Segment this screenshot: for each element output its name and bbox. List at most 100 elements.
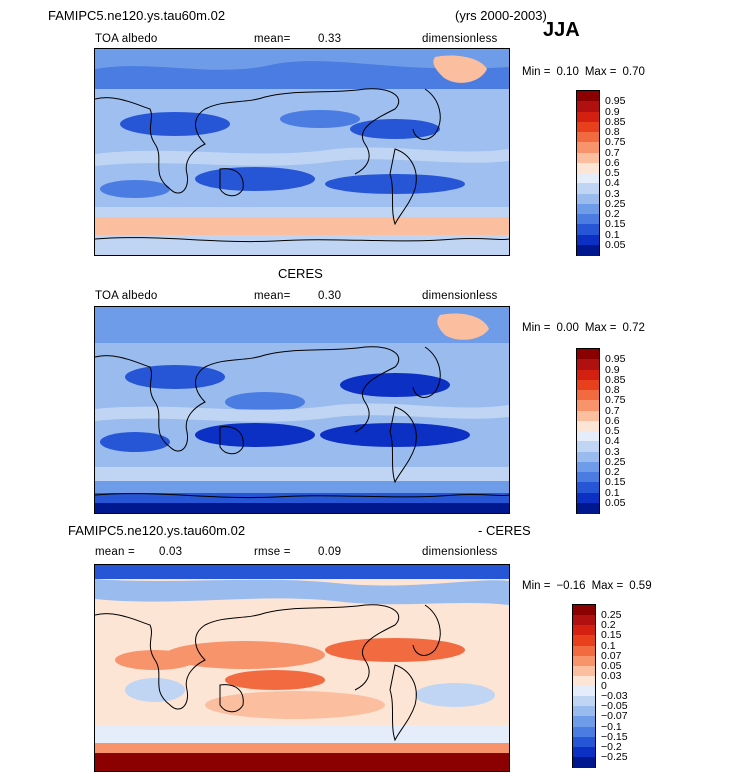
panel2-min-label: Min = <box>522 322 551 334</box>
colorbar-segment <box>577 203 599 215</box>
colorbar-tick-label: 0.7 <box>605 146 620 159</box>
panel3-mean-label: mean = <box>95 546 135 558</box>
colorbar-tick-label: 0.3 <box>605 187 620 200</box>
panel1-mean-label: mean= <box>254 33 291 45</box>
colorbar-tick-label: −0.05 <box>601 700 628 713</box>
colorbar-segment <box>577 390 599 401</box>
colorbar-tick-label: −0.1 <box>601 720 622 733</box>
colorbar-tick-label: 0.5 <box>605 167 620 179</box>
colorbar-segment <box>577 369 599 381</box>
colorbar-segment <box>577 441 599 452</box>
colorbar-tick-label: −0.15 <box>601 730 628 743</box>
colorbar-tick-label: 0.15 <box>605 476 626 489</box>
colorbar-tick-label: 0.05 <box>605 496 626 509</box>
panel3-map-svg <box>95 565 509 771</box>
panel1-variable: TOA albedo <box>95 33 158 45</box>
colorbar-segment <box>573 716 595 727</box>
colorbar-segment <box>573 686 595 697</box>
colorbar-tick-label: 0.2 <box>605 208 620 220</box>
colorbar-tick-label: 0.75 <box>605 394 626 407</box>
colorbar-segment <box>577 502 599 514</box>
colorbar-tick-label: 0.15 <box>601 629 622 642</box>
panel1-min-value: 0.10 <box>556 66 579 78</box>
colorbar-tick-label: 0.85 <box>605 115 626 128</box>
colorbar-segment <box>573 746 595 758</box>
colorbar-tick-label: 0.05 <box>601 659 622 672</box>
colorbar-segment <box>573 645 595 657</box>
panel1-map-svg <box>95 49 509 255</box>
panel3-max-value: 0.59 <box>629 580 652 592</box>
colorbar-tick-label: 0.7 <box>605 404 620 417</box>
panel3-min-label: Min = <box>522 580 551 592</box>
panel2-map-svg <box>95 307 509 513</box>
colorbar-segment <box>577 142 599 153</box>
panel2-min-value: 0.00 <box>556 322 579 334</box>
main-title: FAMIPC5.ne120.ys.tau60m.02 <box>48 8 226 23</box>
colorbar-tick-label: 0.25 <box>605 197 626 210</box>
panel2-mean-label: mean= <box>254 290 291 302</box>
colorbar-tick-label: −0.2 <box>601 740 622 753</box>
colorbar-segment <box>577 183 599 194</box>
colorbar-segment <box>573 625 595 636</box>
panel3-max-label: Max = <box>591 580 624 592</box>
colorbar-segment <box>577 234 599 246</box>
panel3-units: dimensionless <box>422 546 498 558</box>
colorbar-tick-label: 0.9 <box>605 105 620 118</box>
colorbar-segment <box>577 420 599 432</box>
colorbar-segment <box>573 736 595 748</box>
colorbar-segment <box>577 152 599 164</box>
colorbar-tick-label: 0.5 <box>605 425 620 437</box>
colorbar-tick-label: 0.6 <box>605 414 620 427</box>
panel3-minmax: Min = −0.16 Max = 0.59 <box>522 580 658 592</box>
colorbar-segment <box>577 400 599 411</box>
panel3-mean-value: 0.03 <box>159 546 183 558</box>
panel3-min-value: −0.16 <box>556 580 586 592</box>
colorbar-segment <box>573 635 595 646</box>
colorbar-tick-label: 0.4 <box>605 177 620 190</box>
colorbar-tick-label: 0.2 <box>605 466 620 478</box>
panel2-map <box>94 306 510 514</box>
panel2-mean-value: 0.30 <box>318 290 342 302</box>
panel3-rmse-label: rmse = <box>254 546 291 558</box>
panel2-colorbar: 0.95 0.9 0.85 0.8 0.75 0.7 0.6 0.5 0.4 0.3 0.25 0.2… <box>576 348 625 514</box>
colorbar-tick-label: 0.25 <box>601 609 622 622</box>
colorbar-segment <box>573 726 595 738</box>
colorbar-segment <box>577 162 599 174</box>
colorbar-segment <box>573 756 595 768</box>
colorbar-tick-label: 0 <box>601 680 607 692</box>
colorbar-tick-label: 0.3 <box>605 445 620 458</box>
panel2-variable: TOA albedo <box>95 290 158 302</box>
colorbar-tick-label: 0.03 <box>601 669 622 682</box>
colorbar-tick-label: 0.1 <box>605 228 620 241</box>
panel3-rmse-value: 0.09 <box>318 546 342 558</box>
colorbar-tick-label: 0.05 <box>605 238 626 251</box>
colorbar-tick-label: 0.8 <box>605 384 620 396</box>
panel2-title: CERES <box>278 266 323 281</box>
colorbar-tick-label: 0.75 <box>605 136 626 149</box>
panel2-units: dimensionless <box>422 290 498 302</box>
colorbar-tick-label: −0.25 <box>601 750 628 763</box>
colorbar-segment <box>577 111 599 123</box>
colorbar-segment <box>577 101 599 112</box>
panel1-minmax: Min = 0.10 Max = 0.70 <box>522 66 651 78</box>
colorbar-segment <box>577 193 599 205</box>
colorbar-tick-label: 0.8 <box>605 126 620 138</box>
colorbar-segment <box>577 349 599 360</box>
panel1-max-label: Max = <box>584 66 617 78</box>
colorbar-segment <box>577 482 599 493</box>
panel1-min-label: Min = <box>522 66 551 78</box>
colorbar-tick-label: 0.1 <box>605 486 620 499</box>
colorbar-tick-label: 0.95 <box>605 353 626 366</box>
colorbar-segment <box>577 492 599 504</box>
colorbar-tick-label: −0.03 <box>601 690 628 703</box>
panel1-units: dimensionless <box>422 33 498 45</box>
colorbar-segment <box>573 665 595 677</box>
colorbar-segment <box>573 655 595 667</box>
colorbar-segment <box>577 379 599 391</box>
colorbar-segment <box>577 359 599 370</box>
colorbar-segment <box>573 675 595 687</box>
panel2-minmax: Min = 0.00 Max = 0.72 <box>522 322 651 334</box>
season-label: JJA <box>543 19 580 41</box>
colorbar-segment <box>577 431 599 442</box>
colorbar-segment <box>577 173 599 184</box>
